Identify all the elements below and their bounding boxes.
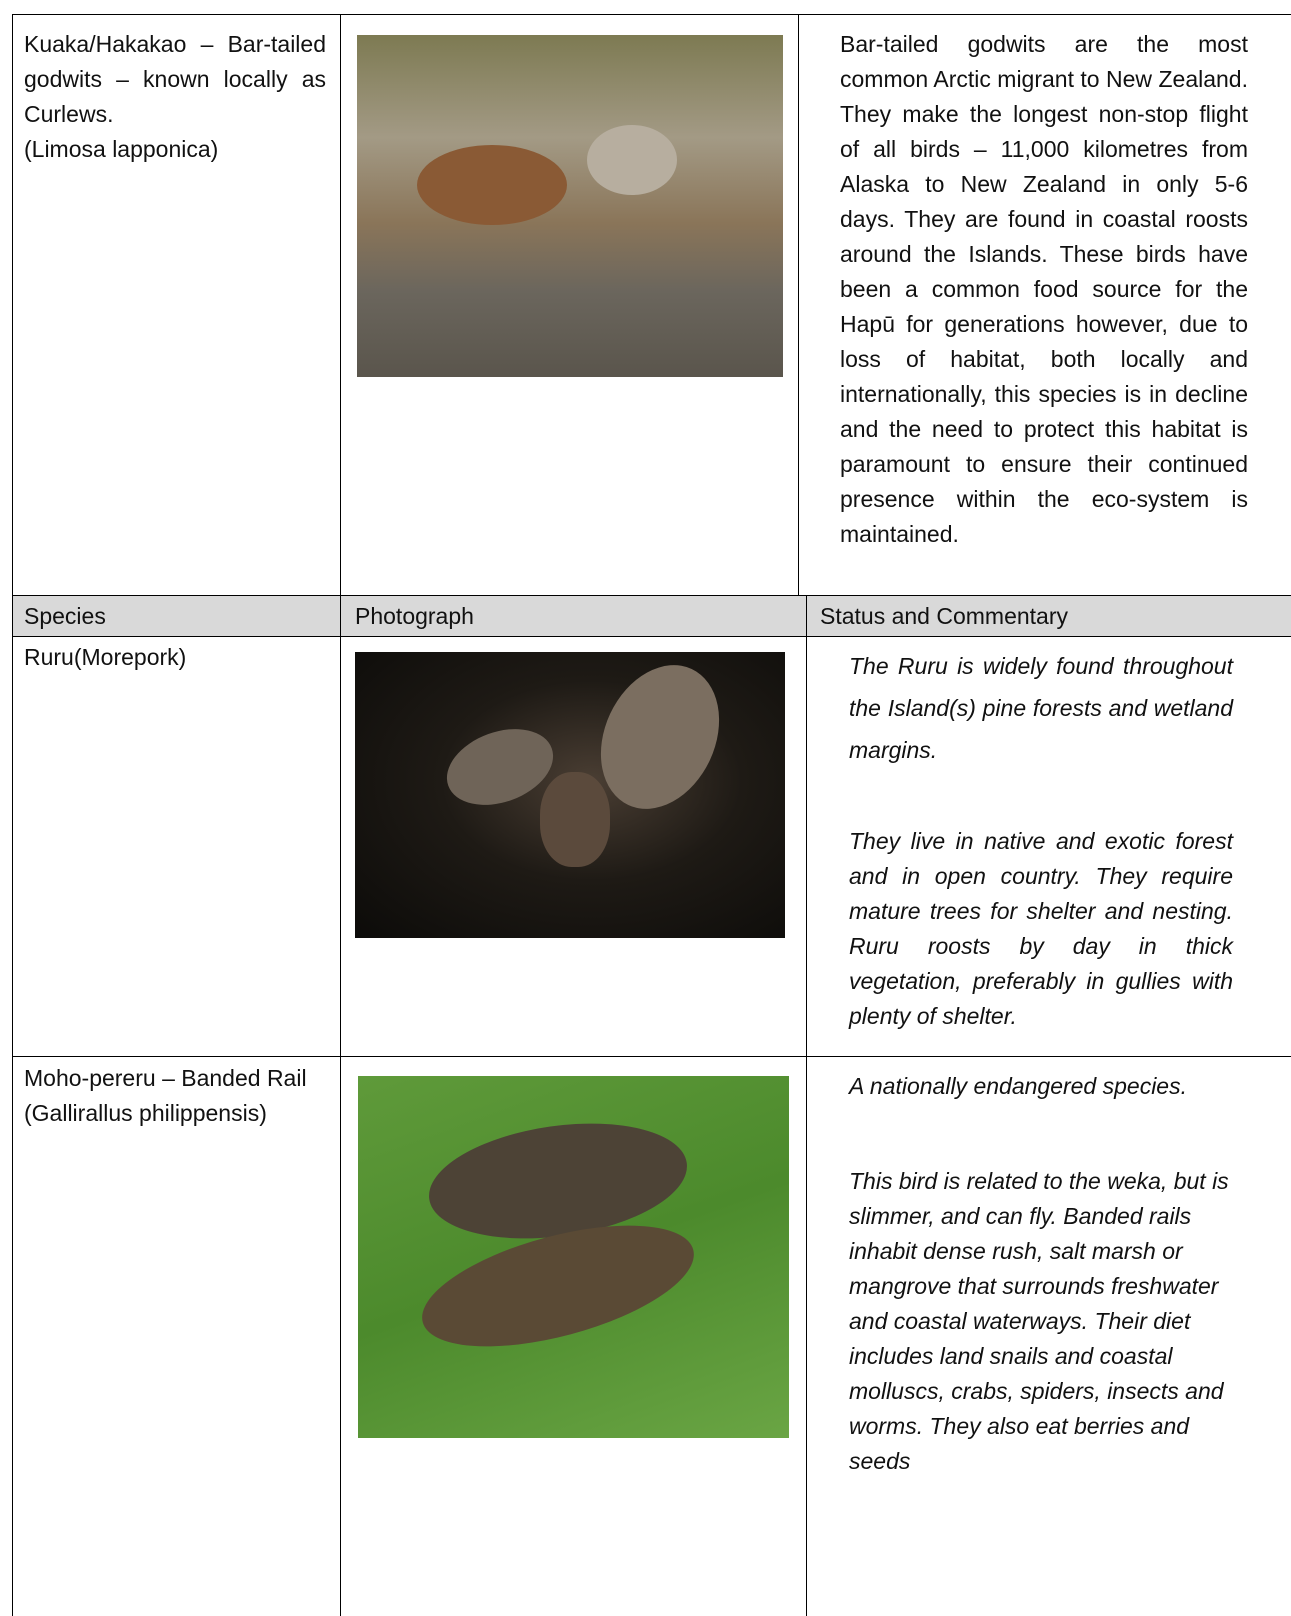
cell bbox=[12, 1056, 341, 1616]
commentary-text: This bird is related to the weka, but is… bbox=[849, 1168, 1229, 1474]
species-text: Kuaka/Hakakao – Bar-tailed godwits – kno… bbox=[24, 31, 326, 127]
photo-godwit bbox=[357, 35, 783, 377]
commentary-cell: The Ruru is widely found throughout the … bbox=[849, 645, 1233, 1034]
cell bbox=[806, 636, 1291, 1057]
cell bbox=[806, 1056, 1291, 1616]
cell bbox=[340, 1056, 807, 1616]
photo-ruru bbox=[355, 645, 785, 938]
commentary-text: They live in native and exotic forest an… bbox=[849, 828, 1233, 1029]
commentary-text: The Ruru is widely found throughout the … bbox=[849, 653, 1233, 763]
cell bbox=[340, 14, 799, 596]
commentary-cell: A nationally endangered species. This bi… bbox=[849, 1069, 1229, 1479]
commentary-text: A nationally endangered species. bbox=[849, 1073, 1187, 1099]
species-cell: Ruru(Morepork) bbox=[24, 640, 326, 675]
cell bbox=[12, 636, 341, 1057]
bird-shape bbox=[587, 125, 677, 195]
species-text: Ruru(Morepork) bbox=[24, 644, 187, 670]
species-cell: Moho-pereru – Banded Rail (Gallirallus p… bbox=[24, 1061, 314, 1131]
cell bbox=[12, 14, 341, 596]
header-text: Status and Commentary bbox=[820, 603, 1069, 629]
cell bbox=[798, 14, 1291, 596]
cell bbox=[340, 595, 807, 637]
cell bbox=[340, 636, 807, 1057]
header-text: Species bbox=[24, 603, 106, 629]
header-row bbox=[12, 595, 1291, 637]
header-text: Photograph bbox=[355, 603, 474, 629]
cell bbox=[806, 595, 1291, 637]
species-text: Moho-pereru – Banded Rail (Gallirallus p… bbox=[24, 1065, 307, 1126]
photo-rail bbox=[358, 1076, 789, 1438]
bird-shape bbox=[417, 145, 567, 225]
species-cell: Kuaka/Hakakao – Bar-tailed godwits – kno… bbox=[24, 27, 326, 167]
commentary-cell: Bar-tailed godwits are the most common A… bbox=[840, 27, 1248, 552]
species-text: (Limosa lapponica) bbox=[24, 136, 219, 162]
body-shape bbox=[540, 772, 610, 867]
commentary-text: Bar-tailed godwits are the most common A… bbox=[840, 31, 1248, 547]
